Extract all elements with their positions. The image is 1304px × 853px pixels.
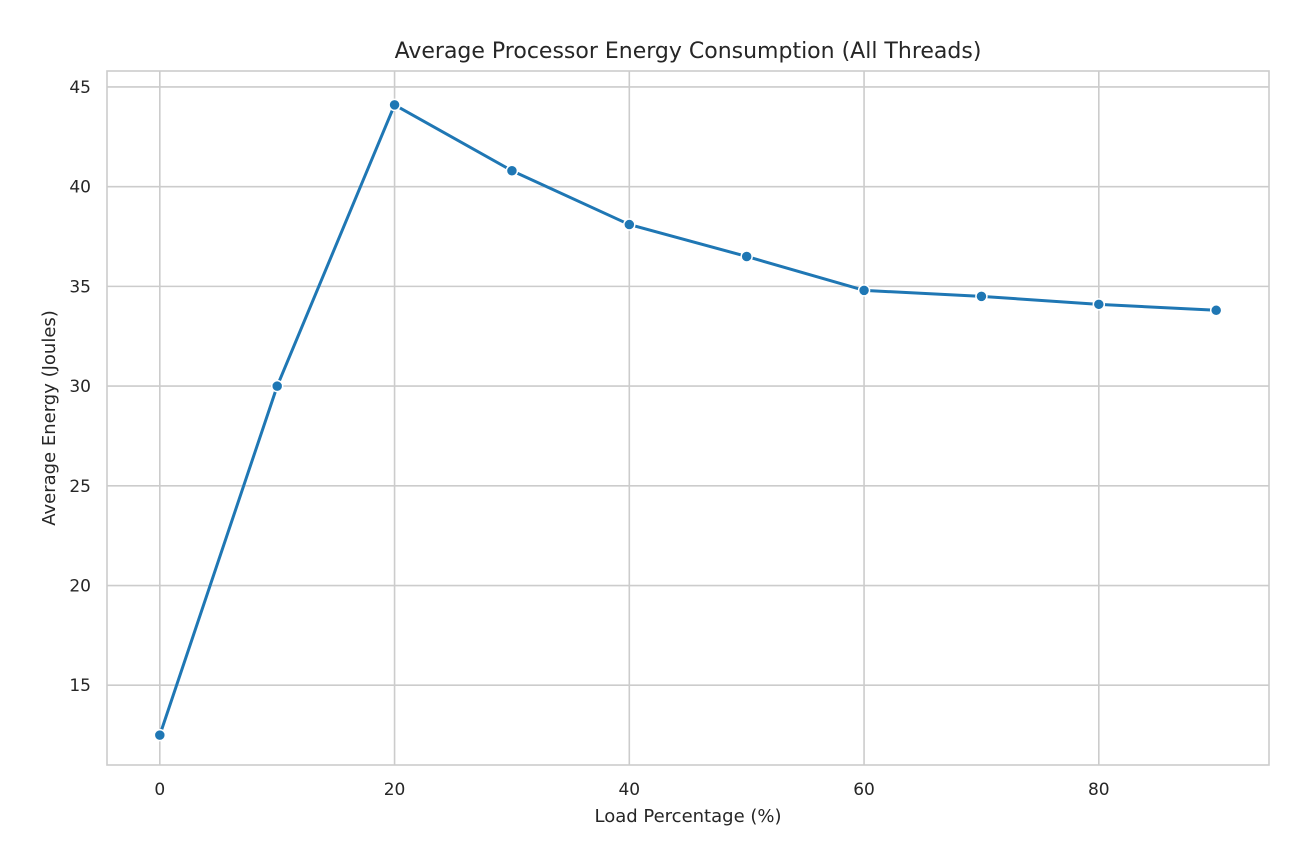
data-point bbox=[270, 379, 284, 393]
data-point bbox=[740, 250, 753, 263]
y-tick-label: 30 bbox=[69, 377, 91, 397]
data-point bbox=[388, 98, 401, 112]
data-point bbox=[505, 164, 519, 177]
data-point bbox=[623, 218, 636, 231]
data-point bbox=[857, 284, 871, 297]
data-point bbox=[153, 728, 167, 742]
data-point bbox=[1092, 298, 1106, 311]
x-tick-label: 0 bbox=[154, 780, 165, 800]
axes-frame bbox=[106, 70, 1270, 766]
x-tick-label: 20 bbox=[384, 780, 406, 800]
plot-area: 0 20 40 60 80 15 20 25 30 35 40 45 bbox=[69, 70, 1270, 800]
x-axis-label: Load Percentage (%) bbox=[594, 806, 781, 827]
y-tick-label: 20 bbox=[69, 577, 91, 597]
chart-title: Average Processor Energy Consumption (Al… bbox=[395, 39, 982, 64]
y-tick-label: 45 bbox=[69, 78, 91, 98]
y-tick-label: 35 bbox=[69, 277, 91, 297]
x-tick-label: 80 bbox=[1088, 780, 1110, 800]
y-tick-label: 25 bbox=[69, 477, 91, 497]
y-tick-label: 15 bbox=[69, 676, 91, 696]
series-line bbox=[158, 103, 1218, 737]
data-point bbox=[1209, 304, 1223, 317]
y-tick-label: 40 bbox=[69, 178, 91, 198]
x-tick-label: 40 bbox=[618, 780, 640, 800]
y-axis-label: Average Energy (Joules) bbox=[39, 310, 60, 526]
x-tick-label: 60 bbox=[853, 780, 875, 800]
data-point bbox=[975, 290, 988, 303]
